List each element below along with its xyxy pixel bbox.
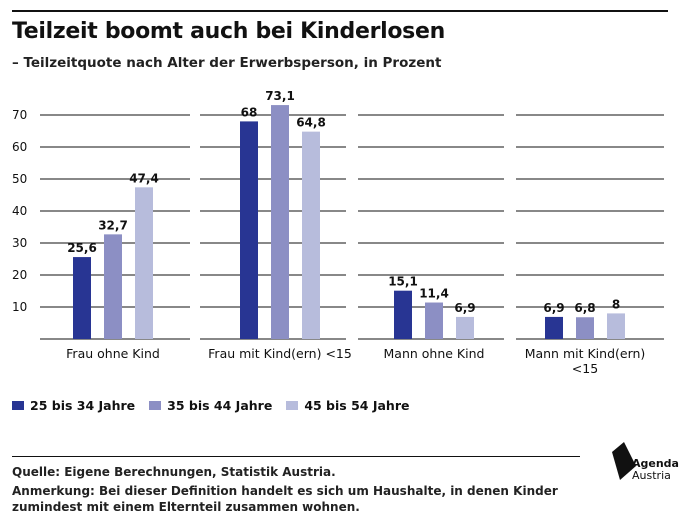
y-tick-label: 20 — [12, 268, 27, 282]
bar — [271, 105, 289, 339]
legend-swatch — [12, 401, 24, 410]
data-label: 6,8 — [574, 301, 595, 315]
data-label: 11,4 — [419, 287, 449, 301]
bar — [545, 316, 563, 339]
x-category-label: Mann mit Kind(ern) — [525, 346, 646, 361]
legend-label: 45 bis 54 Jahre — [304, 398, 410, 413]
chart-title: Teilzeit boomt auch bei Kinderlosen — [12, 19, 445, 44]
annotation-note: Anmerkung: Bei dieser Definition handelt… — [12, 484, 558, 514]
data-label: 6,9 — [543, 301, 564, 315]
y-tick-label: 10 — [12, 300, 27, 314]
bar-chart: 10 20 30 40 50 60 70 25,632,7 47,4 Frau ohne Kind… — [12, 89, 664, 376]
legend-label: 35 bis 44 Jahre — [167, 398, 273, 413]
legend-item-35-44: 35 bis 44 Jahre — [149, 398, 272, 413]
x-category-label: <15 — [572, 361, 598, 376]
data-label: 6,9 — [454, 301, 475, 315]
source-note: Quelle: Eigene Berechnungen, Statistik A… — [12, 465, 336, 479]
y-tick-label: 60 — [12, 140, 27, 154]
data-label: 47,4 — [129, 171, 159, 185]
bar — [456, 316, 474, 339]
data-label: 15,1 — [388, 275, 418, 289]
bar — [607, 313, 625, 339]
logo-line1: Agenda — [632, 457, 679, 470]
y-tick-label: 70 — [12, 108, 27, 122]
agenda-austria-logo-icon — [612, 442, 636, 480]
data-label: 73,1 — [265, 89, 295, 103]
legend: 25 bis 34 Jahre 35 bis 44 Jahre 45 bis 5… — [12, 398, 409, 413]
data-label: 8 — [612, 297, 620, 311]
footer-rule — [12, 456, 580, 457]
legend-item-45-54: 45 bis 54 Jahre — [286, 398, 409, 413]
data-label: 25,6 — [67, 241, 97, 255]
top-rule — [12, 10, 668, 12]
bar — [73, 257, 91, 339]
x-category-label: Frau mit Kind(ern) <15 — [208, 346, 352, 361]
x-category-label: Frau ohne Kind — [66, 346, 160, 361]
chart-subtitle: – Teilzeitquote nach Alter der Erwerbspe… — [12, 55, 442, 71]
bar — [576, 317, 594, 339]
data-label: 64,8 — [296, 116, 326, 130]
x-category-label: Mann ohne Kind — [384, 346, 485, 361]
y-tick-label: 40 — [12, 204, 27, 218]
legend-swatch — [286, 401, 299, 410]
bar — [240, 121, 258, 340]
data-label: 32,7 — [98, 218, 128, 232]
bar — [425, 302, 443, 339]
y-tick-label: 30 — [12, 236, 27, 250]
legend-swatch — [149, 401, 162, 410]
bar — [104, 234, 122, 339]
bar — [302, 131, 320, 339]
legend-label: 25 bis 34 Jahre — [30, 398, 136, 413]
legend-item-25-34: 25 bis 34 Jahre — [12, 398, 135, 413]
data-label: 68 — [241, 105, 258, 119]
logo-text: Agenda Austria — [632, 458, 679, 482]
bar — [135, 187, 153, 339]
logo-line2: Austria — [632, 469, 671, 482]
bar — [394, 290, 412, 339]
y-tick-label: 50 — [12, 172, 27, 186]
